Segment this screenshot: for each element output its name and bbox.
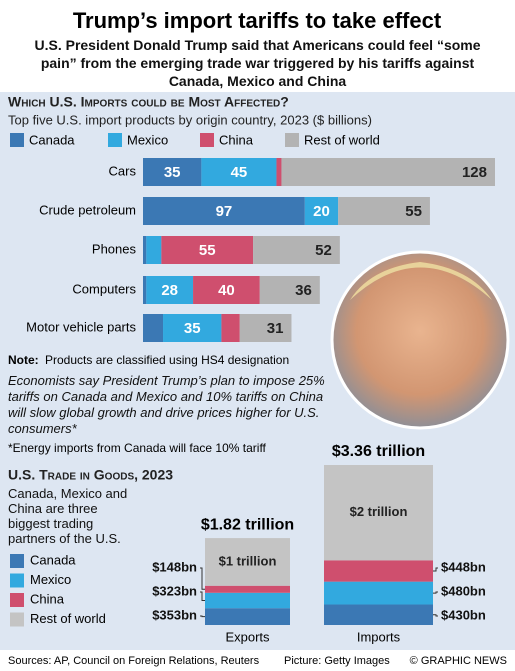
total-label: $3.36 trillion — [332, 443, 425, 460]
title: Trump’s import tariffs to take effect — [73, 8, 442, 33]
category-label: Motor vehicle parts — [26, 319, 136, 334]
category-label: Computers — [72, 281, 136, 296]
column-segment — [324, 604, 433, 625]
bar-segment — [143, 314, 164, 342]
photo-hair — [350, 262, 492, 300]
segment-label: $448bn — [441, 559, 486, 574]
segment-label: $1 trillion — [219, 553, 277, 568]
bar-segment — [143, 276, 147, 304]
legend-swatch — [10, 593, 24, 607]
bar-segment — [146, 276, 194, 304]
sources: Sources: AP, Council on Foreign Relation… — [8, 655, 260, 667]
legend-swatch — [200, 133, 214, 147]
bar-label: 97 — [216, 203, 233, 220]
legend-label: Rest of world — [304, 132, 380, 147]
total-label: $1.82 trillion — [201, 516, 294, 533]
bar-segment — [281, 158, 495, 186]
note-label: Note: — [8, 353, 39, 367]
segment-label: $480bn — [441, 583, 486, 598]
bar-label: 55 — [405, 203, 422, 220]
bar-label: 20 — [313, 203, 330, 220]
bar-label: 128 — [462, 164, 487, 181]
bar-segment — [163, 314, 222, 342]
bar-segment — [276, 158, 282, 186]
legend-label: Rest of world — [30, 611, 106, 626]
bar-label: 45 — [231, 164, 248, 181]
column-segment — [205, 585, 290, 593]
bar-label: 52 — [315, 242, 332, 259]
bar-label: 28 — [161, 282, 178, 299]
bar-label: 31 — [267, 320, 284, 337]
bar-label: 35 — [164, 164, 181, 181]
leader-line — [433, 614, 438, 617]
leader-line — [200, 591, 205, 601]
leader-line — [433, 591, 438, 594]
column-segment — [205, 538, 290, 586]
legend-swatch — [10, 612, 24, 627]
section-title: Which U.S. Imports could be Most Affecte… — [8, 94, 289, 110]
bar-segment — [201, 158, 277, 186]
legend-label: China — [219, 132, 254, 147]
legend-label: Canada — [30, 552, 76, 567]
category-label: Phones — [92, 241, 137, 256]
subtitle: U.S. President Donald Trump said that Am… — [34, 37, 481, 89]
bar-segment — [161, 236, 254, 264]
bar-label: 55 — [199, 242, 216, 259]
note-text: Products are classified using HS4 design… — [45, 353, 289, 367]
bar-segment — [221, 314, 240, 342]
bar-label: 36 — [295, 282, 312, 299]
legend-label: China — [30, 591, 65, 606]
leader-line — [433, 567, 438, 572]
bar-label: 35 — [184, 320, 201, 337]
leader-line — [200, 615, 205, 618]
column-segment — [324, 560, 433, 582]
column-segment — [324, 465, 433, 561]
category-label: Cars — [109, 163, 137, 178]
bar-segment — [146, 236, 162, 264]
bar-segment — [143, 236, 147, 264]
category-label: Exports — [225, 629, 270, 644]
column-segment — [205, 592, 290, 609]
legend-label: Mexico — [127, 132, 168, 147]
bar-segment — [253, 236, 340, 264]
legend-swatch — [10, 133, 24, 147]
segment-label: $353bn — [152, 607, 197, 622]
legend-swatch — [285, 133, 299, 147]
bar-label: 40 — [218, 282, 235, 299]
legend-swatch — [10, 554, 24, 568]
segment-label: $148bn — [152, 559, 197, 574]
legend-label: Canada — [29, 132, 75, 147]
bar-segment — [193, 276, 260, 304]
column-segment — [324, 581, 433, 605]
legend-label: Mexico — [30, 572, 71, 587]
chart-subtitle: Canada, Mexico and China are three bigge… — [8, 486, 128, 546]
picture-credit: Picture: Getty Images — [284, 655, 390, 667]
credit: © GRAPHIC NEWS — [410, 655, 507, 667]
bar-segment — [304, 197, 339, 225]
quote: Economists say President Trump’s plan to… — [8, 373, 325, 436]
bar-segment — [143, 197, 305, 225]
bar-segment — [143, 158, 202, 186]
footnote: *Energy imports from Canada will face 10… — [8, 441, 267, 455]
chart-subtitle: Top five U.S. import products by origin … — [8, 112, 372, 127]
segment-label: $430bn — [441, 607, 486, 622]
category-label: Imports — [357, 629, 401, 644]
photo — [330, 250, 510, 430]
leader-line — [200, 567, 205, 590]
legend-swatch — [108, 133, 122, 147]
segment-label: $2 trillion — [350, 504, 408, 519]
bar-segment — [239, 314, 292, 342]
column-segment — [205, 608, 290, 625]
bar-segment — [338, 197, 430, 225]
category-label: Crude petroleum — [39, 202, 136, 217]
legend-swatch — [10, 573, 24, 588]
section-title: U.S. Trade in Goods, 2023 — [8, 467, 173, 483]
segment-label: $323bn — [152, 583, 197, 598]
bar-segment — [259, 276, 320, 304]
